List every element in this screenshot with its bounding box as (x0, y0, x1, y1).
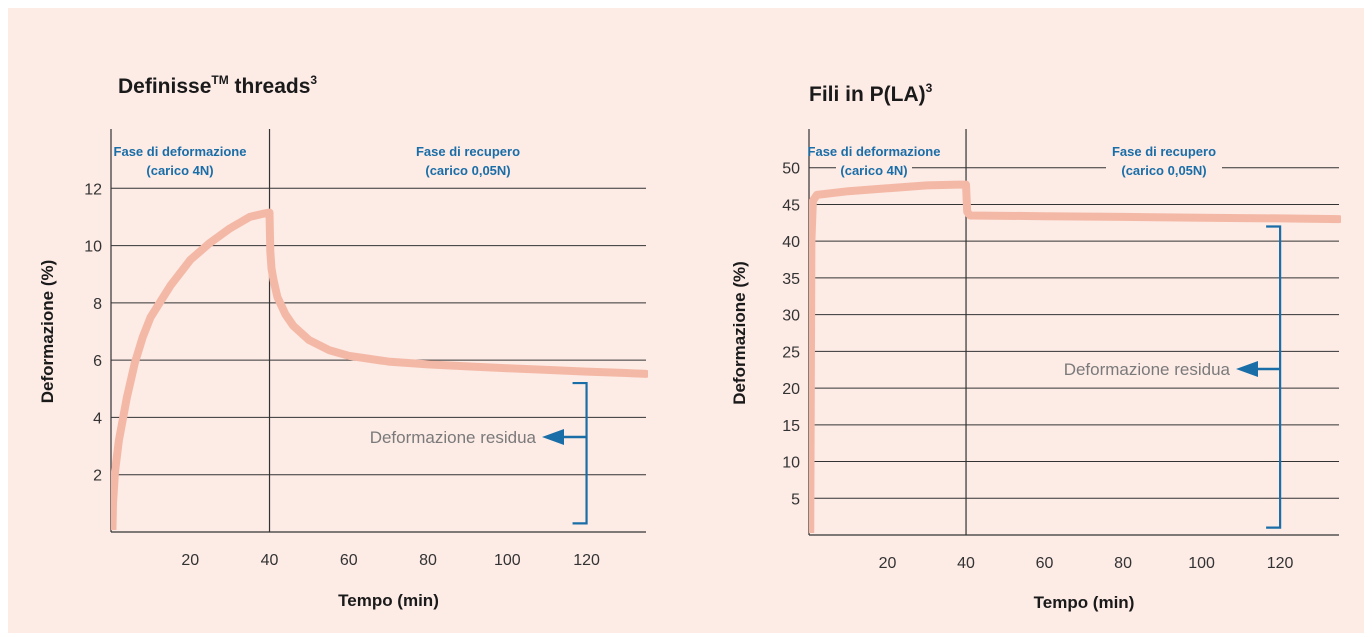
x-tick-label: 120 (1267, 555, 1294, 572)
phase-label-bg (811, 142, 965, 160)
residual-deformation-annotation: Deformazione residua (370, 428, 537, 447)
y-tick-label: 10 (782, 455, 800, 472)
y-tick-label: 6 (93, 353, 102, 370)
x-tick-label: 100 (494, 552, 521, 569)
residual-arrow-head (1236, 361, 1258, 377)
x-tick-label: 80 (1114, 555, 1132, 572)
y-tick-label: 40 (782, 234, 800, 251)
y-tick-label: 10 (84, 239, 102, 256)
x-tick-label: 60 (1036, 555, 1054, 572)
chart-1: DefinisseTM threads3 2 4 6 8 10 12 Fase di defo… (38, 73, 648, 610)
x-tick-label: 20 (879, 555, 897, 572)
x-tick-label: 20 (181, 552, 199, 569)
phase-label-bg (142, 161, 218, 179)
y-tick-label: 4 (93, 410, 102, 427)
chart-title-rest: threads (229, 75, 311, 98)
chart-title: Fili in P(LA)3 (809, 81, 933, 106)
phase-label-bg (113, 142, 268, 160)
residual-bracket (572, 381, 588, 525)
y-axis-label: Deformazione (%) (38, 260, 57, 404)
y-tick-label: 5 (791, 491, 800, 508)
x-tick-label: 120 (573, 552, 600, 569)
y-tick-label: 50 (782, 161, 800, 178)
phase-recovery-load: (carico 0,05N) (1121, 163, 1206, 178)
phase-label-bg (1104, 142, 1224, 160)
phase-deformation-load: (carico 4N) (146, 163, 213, 178)
chart-canvas: DefinisseTM threads3 2 4 6 8 10 12 Fase di defo… (8, 8, 1364, 633)
residual-bracket (1266, 225, 1282, 529)
chart-title-reference: 3 (310, 73, 317, 87)
y-tick-label: 30 (782, 308, 800, 325)
phase-label-bg (408, 142, 528, 160)
y-tick-label: 15 (782, 418, 800, 435)
phase-label-bg (1106, 161, 1222, 179)
phase-recovery-label: Fase di recupero (1112, 144, 1216, 159)
chart-title-main: Definisse (118, 75, 211, 98)
y-tick-label: 45 (782, 197, 800, 214)
chart-title-trademark: TM (211, 73, 228, 87)
x-tick-label: 80 (419, 552, 437, 569)
y-tick-label: 8 (93, 296, 102, 313)
phase-label-bg (836, 161, 912, 179)
x-tick-label: 40 (261, 552, 279, 569)
chart-title-main: Fili in P(LA) (809, 83, 926, 106)
y-tick-label: 35 (782, 271, 800, 288)
x-axis-label: Tempo (min) (1034, 593, 1135, 612)
phase-deformation-label: Fase di deformazione (808, 144, 941, 159)
y-tick-label: 25 (782, 344, 800, 361)
series-line (809, 180, 1341, 533)
x-axis-label: Tempo (min) (338, 591, 439, 610)
phase-label-bg (410, 161, 526, 179)
phase-deformation-load: (carico 4N) (840, 163, 907, 178)
y-axis-label: Deformazione (%) (730, 261, 749, 405)
phase-deformation-label: Fase di deformazione (114, 144, 247, 159)
y-tick-label: 2 (93, 468, 102, 485)
residual-arrow-head (542, 429, 564, 445)
phase-recovery-label: Fase di recupero (416, 144, 520, 159)
residual-deformation-annotation: Deformazione residua (1064, 360, 1231, 379)
y-tick-label: 12 (84, 181, 102, 198)
x-tick-label: 100 (1188, 555, 1215, 572)
y-tick-label: 20 (782, 381, 800, 398)
chart-title-reference: 3 (926, 81, 933, 95)
phase-recovery-load: (carico 0,05N) (425, 163, 510, 178)
x-tick-label: 40 (957, 555, 975, 572)
series-line (111, 208, 648, 530)
chart-title: DefinisseTM threads3 (118, 73, 317, 98)
x-tick-label: 60 (340, 552, 358, 569)
